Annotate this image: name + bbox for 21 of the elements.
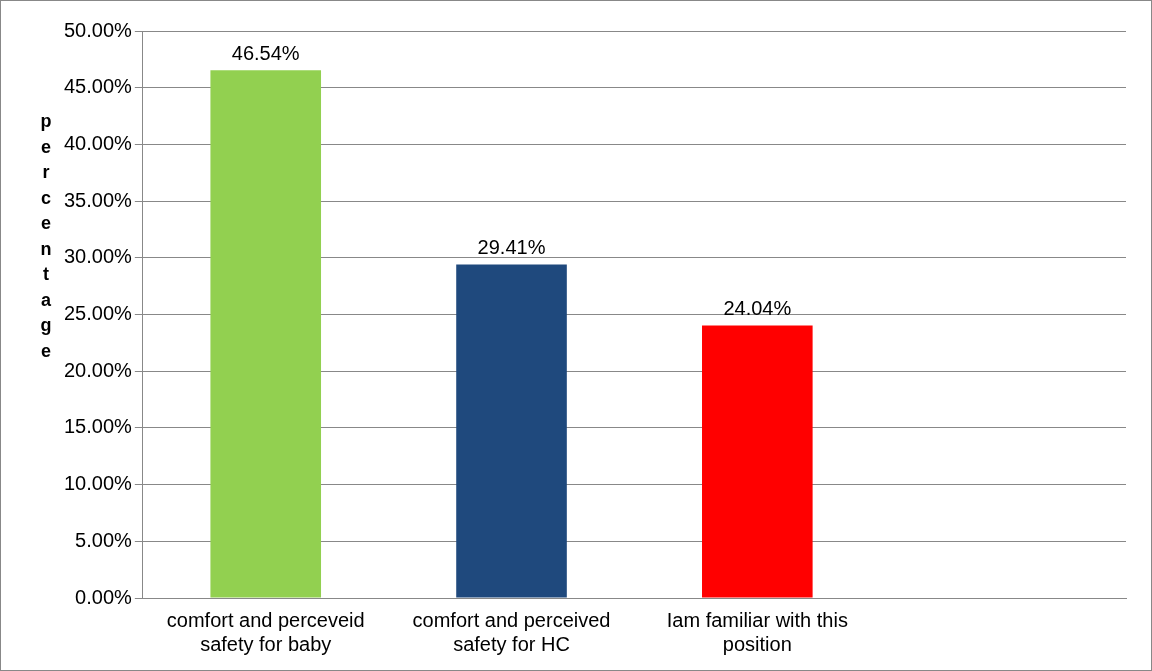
- data-label: 46.54%: [231, 41, 300, 64]
- y-tick-label: 50.00%: [63, 18, 133, 41]
- x-tick-label: Iam familiar with this position: [666, 608, 848, 655]
- bar: [210, 70, 322, 598]
- y-tick-label: 20.00%: [63, 358, 133, 381]
- y-tick-label: 0.00%: [75, 585, 133, 608]
- y-tick-label: 40.00%: [63, 131, 133, 154]
- y-tick-label: 10.00%: [63, 472, 133, 495]
- y-tick-label: 30.00%: [63, 245, 133, 268]
- data-label: 29.41%: [477, 236, 546, 259]
- data-label: 24.04%: [723, 296, 792, 319]
- x-tick-label: comfort and perceveid safety for baby: [166, 608, 365, 655]
- y-tick-label: 5.00%: [75, 528, 133, 551]
- y-tick-label: 45.00%: [63, 75, 133, 98]
- text: percentage: [40, 111, 52, 361]
- y-tick-label: 15.00%: [63, 415, 133, 438]
- y-tick-label: 35.00%: [63, 188, 133, 211]
- bar: [702, 325, 813, 598]
- y-tick-label: 25.00%: [63, 302, 133, 325]
- bar: [456, 264, 567, 598]
- x-tick-label: comfort and perceived safety for HC: [412, 608, 611, 655]
